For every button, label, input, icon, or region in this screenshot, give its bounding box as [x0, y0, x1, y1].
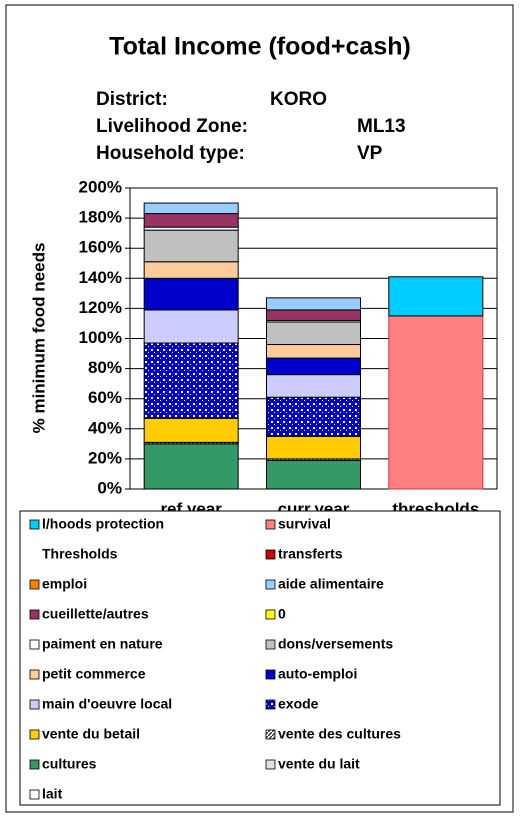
- bar-segment: [143, 202, 239, 215]
- bar-segment: [143, 213, 239, 228]
- legend-swatch: [29, 519, 40, 530]
- legend-label: survival: [278, 516, 331, 532]
- bar-segment: [143, 309, 239, 344]
- info-label: Livelihood Zone:: [96, 116, 248, 137]
- y-tick-label: 0%: [97, 478, 122, 497]
- y-tick-label: 40%: [88, 418, 122, 437]
- info-value: ML13: [357, 116, 406, 137]
- legend-swatch: [29, 669, 40, 680]
- bar-segment: [266, 435, 361, 460]
- legend-swatch: [29, 699, 40, 710]
- legend-label: vente du betail: [42, 726, 140, 742]
- legend-swatch: [265, 669, 276, 680]
- y-tick-label: 60%: [88, 388, 122, 407]
- legend-label: exode: [278, 696, 319, 712]
- legend-label: main d'oeuvre local: [42, 696, 172, 712]
- legend-label: l/hoods protection: [42, 516, 164, 532]
- y-tick-label: 20%: [88, 448, 122, 467]
- chart-title: Total Income (food+cash): [109, 33, 411, 61]
- legend-label: emploi: [42, 576, 87, 592]
- info-label: Household type:: [96, 143, 245, 164]
- bar-segment: [266, 321, 361, 346]
- legend-label: aide alimentaire: [278, 576, 384, 592]
- bar-segment: [266, 357, 361, 376]
- legend-label: lait: [42, 786, 63, 802]
- bar-segment: [143, 417, 239, 443]
- legend-swatch: [265, 609, 276, 620]
- legend-swatch: [265, 699, 276, 710]
- bar-segment: [266, 396, 361, 437]
- legend-swatch: [29, 759, 40, 770]
- legend-swatch: [265, 759, 276, 770]
- legend-label: dons/versements: [278, 636, 393, 652]
- bar-segment: [143, 261, 239, 279]
- bar-segment: [266, 344, 361, 359]
- info-value: KORO: [270, 89, 327, 110]
- legend-swatch: [29, 789, 40, 800]
- legend-label: auto-emploi: [278, 666, 357, 682]
- y-tick-label: 80%: [88, 358, 122, 377]
- bar-segment: [143, 229, 239, 263]
- y-tick-label: 140%: [79, 268, 122, 287]
- legend-label: cueillette/autres: [42, 606, 149, 622]
- legend-label: 0: [278, 606, 286, 622]
- legend-label: vente des cultures: [278, 726, 401, 742]
- legend-swatch: [265, 519, 276, 530]
- y-tick-label: 160%: [79, 238, 122, 257]
- y-tick-label: 200%: [79, 177, 122, 196]
- legend-label: vente du lait: [278, 756, 360, 772]
- legend-swatch: [265, 549, 276, 560]
- info-value: VP: [357, 143, 383, 164]
- bar-segment: [266, 309, 361, 321]
- bar-segment: [266, 459, 361, 490]
- y-tick-label: 100%: [79, 328, 122, 347]
- bar-segment: [143, 342, 239, 419]
- legend-label: Thresholds: [42, 546, 118, 562]
- legend-swatch: [29, 639, 40, 650]
- bar-segment: [143, 277, 239, 311]
- bar-segment: [266, 297, 361, 311]
- legend-swatch: [29, 729, 40, 740]
- legend-label: paiment en nature: [42, 636, 163, 652]
- info-label: District:: [96, 89, 168, 110]
- legend-box: [19, 510, 501, 806]
- y-axis-label: % minimum food needs: [29, 243, 48, 434]
- legend-label: transferts: [278, 546, 343, 562]
- y-tick-label: 180%: [79, 208, 122, 227]
- bar-segment: [143, 443, 239, 490]
- bar-segment: [266, 374, 361, 398]
- legend-swatch: [265, 729, 276, 740]
- legend-label: cultures: [42, 756, 97, 772]
- legend-label: petit commerce: [42, 666, 146, 682]
- legend-swatch: [265, 579, 276, 590]
- bar-segment: [388, 276, 484, 317]
- legend-swatch: [29, 609, 40, 620]
- bar-segment: [388, 315, 484, 490]
- legend-swatch: [265, 639, 276, 650]
- legend-swatch: [29, 579, 40, 590]
- y-tick-label: 120%: [79, 298, 122, 317]
